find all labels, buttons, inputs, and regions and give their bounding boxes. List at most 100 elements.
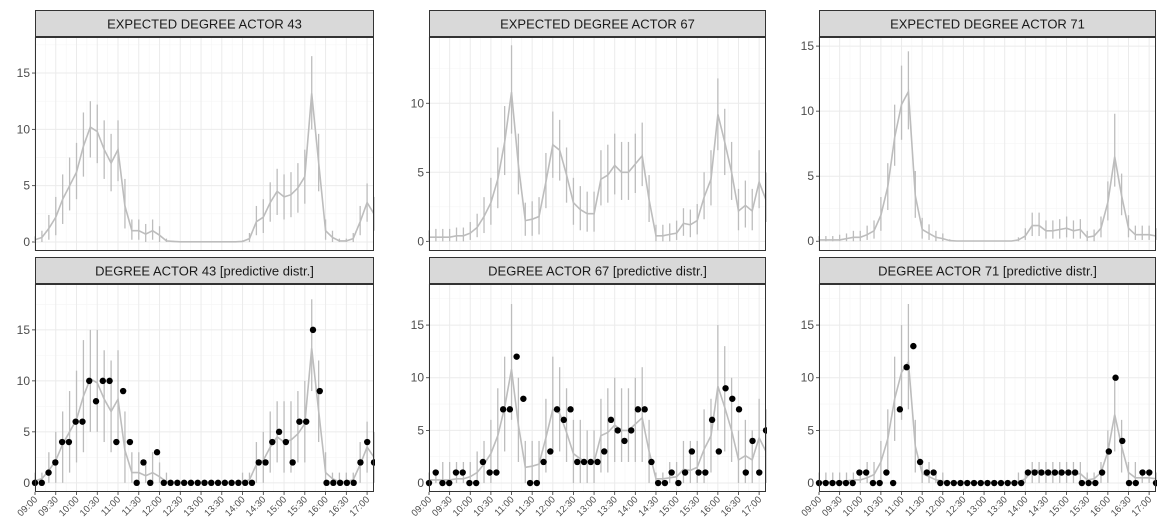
y-tick-label: 10 <box>411 371 425 385</box>
observed-point <box>533 479 541 487</box>
observed-point <box>547 448 554 455</box>
panel-predictive-43: 0 5 10 15 DEGREE ACTOR 43 [predictive distr.… <box>16 257 375 519</box>
observed-point <box>862 469 870 476</box>
observed-point <box>735 406 743 413</box>
x-tick-label: 11:30 <box>903 494 927 518</box>
observed-point <box>459 469 466 476</box>
x-tick-label: 15:00 <box>1047 494 1072 519</box>
observed-point <box>628 427 635 434</box>
observed-point <box>1139 469 1146 476</box>
observed-point <box>842 479 850 487</box>
observed-point <box>1011 479 1018 487</box>
observed-point <box>296 418 303 425</box>
panel-border <box>429 284 766 492</box>
observed-point <box>79 418 86 425</box>
observed-point <box>513 353 520 360</box>
y-tick-label: 5 <box>23 425 30 439</box>
y-tick-label: 10 <box>801 104 815 118</box>
observed-point <box>1078 479 1086 487</box>
x-tick-label: 16:00 <box>306 494 331 519</box>
x-tick-label: 09:00 <box>410 494 435 519</box>
mean-line <box>429 92 767 238</box>
observed-point <box>681 469 689 476</box>
observed-point <box>695 469 702 476</box>
observed-point <box>822 479 829 487</box>
x-tick-label: 14:00 <box>1006 494 1031 519</box>
y-tick-label: 15 <box>17 323 31 337</box>
observed-point <box>140 459 147 466</box>
observed-point <box>923 469 931 476</box>
observed-point <box>1051 469 1059 476</box>
observed-point <box>479 458 487 466</box>
observed-point <box>303 418 310 425</box>
observed-point <box>869 479 877 487</box>
observed-point <box>1031 469 1038 476</box>
y-tick-label: 10 <box>17 374 31 388</box>
observed-point <box>58 438 66 446</box>
x-tick-label: 12:00 <box>533 494 558 519</box>
strip-title: DEGREE ACTOR 67 [predictive distr.] <box>488 264 707 279</box>
observed-point <box>641 406 648 413</box>
observed-point <box>876 479 883 487</box>
observed-point <box>1058 469 1065 476</box>
strip-background <box>429 257 766 284</box>
y-tick-label: 0 <box>807 234 814 248</box>
x-tick-label: 15:00 <box>265 494 290 519</box>
observed-point <box>432 469 439 476</box>
x-tick-label: 11:00 <box>99 494 123 518</box>
observed-point <box>289 459 296 466</box>
observed-point <box>675 479 682 487</box>
observed-point <box>607 416 615 424</box>
strip-title: EXPECTED DEGREE ACTOR 43 <box>107 17 302 32</box>
observed-point <box>553 406 561 413</box>
observed-point <box>715 448 723 455</box>
observed-point <box>214 479 222 487</box>
x-tick-label: 16:30 <box>719 494 744 519</box>
observed-point <box>1146 469 1153 476</box>
observed-point <box>836 479 843 487</box>
plot-background <box>429 284 766 492</box>
observed-point <box>275 428 283 436</box>
observed-point <box>194 479 201 487</box>
plot-background <box>819 284 1156 492</box>
x-tick-label: 17:00 <box>740 494 765 519</box>
observed-point <box>1119 437 1126 445</box>
x-tick-label: 12:30 <box>944 494 969 519</box>
y-tick-label: 15 <box>801 39 815 53</box>
panel-border <box>429 37 766 251</box>
observed-point <box>499 406 507 413</box>
observed-point <box>466 479 473 487</box>
panel-border <box>35 284 374 492</box>
observed-point <box>688 448 696 455</box>
observed-point <box>452 469 460 476</box>
observed-point <box>702 469 709 476</box>
observed-point <box>903 364 910 371</box>
observed-point <box>849 479 856 487</box>
x-tick-label: 11:30 <box>513 494 537 518</box>
observed-point <box>957 479 964 487</box>
observed-point <box>943 479 951 487</box>
strip-background <box>819 10 1156 37</box>
strip-title: DEGREE ACTOR 43 [predictive distr.] <box>95 264 314 279</box>
x-tick-label: 12:00 <box>923 494 948 519</box>
observed-point <box>221 479 229 487</box>
observed-point <box>520 395 527 402</box>
x-tick-label: 15:30 <box>285 494 310 519</box>
y-tick-label: 15 <box>801 318 815 332</box>
observed-point <box>1092 479 1099 487</box>
x-tick-label: 16:30 <box>327 494 352 519</box>
observed-point <box>336 479 344 487</box>
observed-point <box>343 479 351 487</box>
x-tick-label: 09:30 <box>820 494 845 519</box>
y-tick-label: 0 <box>807 476 814 490</box>
observed-point <box>65 438 73 446</box>
observed-point <box>560 416 567 424</box>
observed-point <box>1018 479 1025 487</box>
observed-point <box>160 479 168 487</box>
x-tick-label: 13:00 <box>182 494 207 519</box>
x-tick-label: 14:00 <box>223 494 248 519</box>
x-tick-label: 13:00 <box>965 494 990 519</box>
x-tick-label: 10:00 <box>841 494 866 519</box>
panel-border <box>819 284 1156 492</box>
observed-point <box>72 418 79 425</box>
